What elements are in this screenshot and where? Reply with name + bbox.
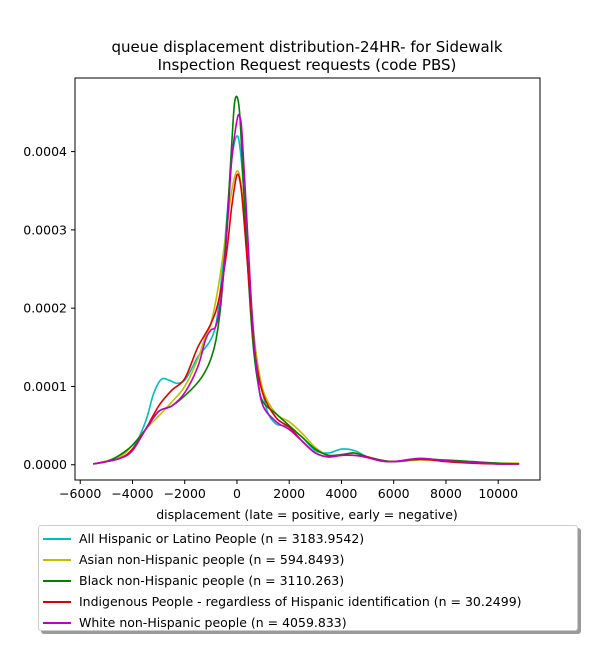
legend-label: Black non-Hispanic people (n = 3110.263) — [79, 573, 345, 588]
x-tick-label: 0 — [233, 486, 241, 501]
plot-frame — [74, 77, 541, 481]
series-line-1 — [93, 170, 520, 465]
legend-item-3: Indigenous People - regardless of Hispan… — [39, 591, 577, 612]
chart-canvas: queue displacement distribution-24HR- fo… — [23, 38, 541, 522]
legend-item-4: White non-Hispanic people (n = 4059.833) — [39, 612, 577, 633]
legend-item-0: All Hispanic or Latino People (n = 3183.… — [39, 528, 577, 549]
series-line-0 — [93, 135, 520, 465]
legend-swatch — [43, 621, 71, 624]
x-axis: −6000 −4000 −2000 0 2000 4000 6000 8000 10000 — [59, 480, 518, 501]
legend-label: Asian non-Hispanic people (n = 594.8493) — [79, 552, 345, 567]
y-axis: 0.0000 0.0001 0.0002 0.0003 0.0004 — [23, 144, 75, 472]
x-tick-label: −4000 — [111, 486, 153, 501]
legend: All Hispanic or Latino People (n = 3183.… — [38, 525, 578, 631]
x-tick-label: 8000 — [430, 486, 462, 501]
legend-swatch — [43, 579, 71, 582]
series-layer — [93, 95, 520, 465]
y-tick-label: 0.0001 — [23, 379, 67, 394]
x-tick-label: 4000 — [326, 486, 358, 501]
chart-title-line-2: Inspection Request requests (code PBS) — [158, 56, 457, 74]
series-line-3 — [93, 173, 520, 465]
x-axis-label: displacement (late = positive, early = n… — [156, 507, 458, 522]
legend-label: White non-Hispanic people (n = 4059.833) — [79, 615, 347, 630]
legend-label: Indigenous People - regardless of Hispan… — [79, 594, 522, 609]
x-tick-label: 10000 — [478, 486, 518, 501]
y-tick-label: 0.0003 — [23, 222, 67, 237]
chart-title-line-1: queue displacement distribution-24HR- fo… — [111, 38, 502, 56]
x-tick-label: −6000 — [59, 486, 101, 501]
legend-swatch — [43, 537, 71, 540]
series-line-4 — [93, 113, 520, 465]
x-tick-label: 6000 — [378, 486, 410, 501]
y-tick-label: 0.0004 — [23, 144, 67, 159]
legend-label: All Hispanic or Latino People (n = 3183.… — [79, 531, 365, 546]
legend-item-2: Black non-Hispanic people (n = 3110.263) — [39, 570, 577, 591]
x-tick-label: −2000 — [164, 486, 206, 501]
y-tick-label: 0.0000 — [23, 457, 67, 472]
x-tick-label: 2000 — [273, 486, 305, 501]
legend-swatch — [43, 600, 71, 603]
y-tick-label: 0.0002 — [23, 301, 67, 316]
legend-swatch — [43, 558, 71, 561]
legend-item-1: Asian non-Hispanic people (n = 594.8493) — [39, 549, 577, 570]
